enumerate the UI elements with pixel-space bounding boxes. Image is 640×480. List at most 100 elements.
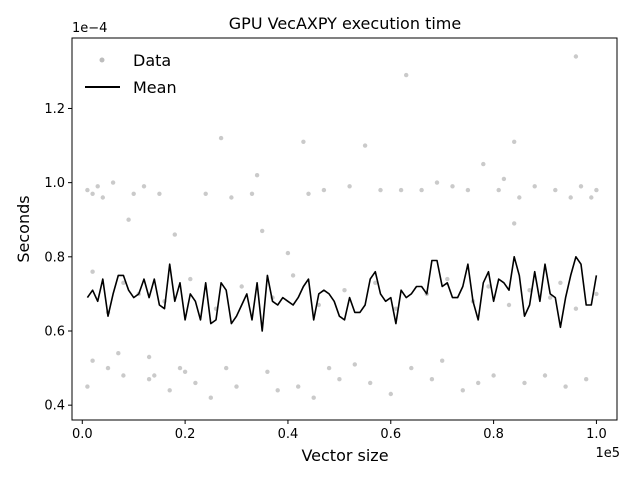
legend-mean-label: Mean [133, 78, 177, 97]
data-point [368, 380, 373, 386]
data-point [440, 358, 445, 363]
data-point [404, 72, 409, 78]
data-point [594, 291, 599, 297]
y-offset-text: 1e−4 [72, 21, 107, 36]
data-point [141, 184, 147, 189]
x-tick-label: 1.0 [586, 427, 607, 442]
data-point [522, 380, 527, 386]
data-point [146, 354, 152, 360]
data-point [326, 365, 332, 371]
data-point [476, 380, 481, 386]
data-point [188, 276, 193, 282]
data-point [172, 232, 177, 237]
data-point [90, 191, 95, 196]
data-point [316, 302, 321, 308]
data-point [594, 187, 599, 193]
data-point [558, 280, 563, 285]
data-point [532, 184, 537, 189]
data-point [290, 273, 296, 278]
data-point [177, 365, 183, 371]
data-point [445, 276, 450, 282]
data-point [131, 191, 136, 196]
data-point [218, 135, 224, 141]
x-axis-label: Vector size [301, 446, 388, 465]
data-point [121, 373, 126, 378]
x-offset-text: 1e5 [595, 446, 620, 461]
x-tick-label: 0.0 [72, 427, 93, 442]
data-point [306, 191, 311, 196]
data-point [121, 280, 126, 285]
data-point [301, 139, 306, 144]
data-point [542, 373, 548, 378]
data-point [398, 187, 404, 193]
plot-area [85, 54, 599, 400]
data-point [100, 195, 106, 200]
data-point [517, 195, 522, 200]
data-point [409, 365, 414, 371]
data-point [342, 288, 347, 293]
data-point [203, 191, 208, 196]
data-point [434, 180, 440, 185]
data-point [429, 377, 435, 382]
data-point [378, 187, 383, 193]
data-point [182, 369, 188, 374]
data-point [573, 54, 579, 59]
data-point [563, 384, 568, 389]
data-point [573, 306, 579, 311]
data-point [321, 187, 327, 193]
data-point [146, 377, 152, 382]
data-point [548, 295, 553, 300]
data-point [512, 139, 517, 144]
data-point [229, 195, 234, 200]
y-axis: 0.4 0.6 0.8 1.0 1.2 [44, 102, 72, 414]
x-tick-label: 0.6 [380, 427, 401, 442]
data-point [553, 187, 558, 193]
y-axis-label: Seconds [14, 195, 33, 262]
data-point [460, 388, 465, 393]
data-point [95, 184, 100, 189]
data-point [373, 280, 378, 285]
data-point [311, 395, 316, 400]
data-point [110, 180, 116, 185]
data-point [578, 184, 584, 189]
x-tick-label: 0.2 [175, 427, 196, 442]
data-point [260, 228, 265, 234]
data-point [506, 302, 512, 308]
data-point [208, 395, 213, 400]
data-point [85, 187, 90, 193]
data-point [285, 250, 291, 256]
data-point [419, 187, 424, 193]
data-point [157, 191, 162, 196]
data-point [265, 369, 270, 374]
y-tick-label: 1.0 [44, 176, 65, 191]
x-axis: 0.0 0.2 0.4 0.6 0.8 1.0 [72, 420, 607, 442]
data-point [347, 184, 352, 189]
data-point [85, 384, 90, 389]
data-point [568, 195, 573, 200]
legend: Data Mean [85, 51, 177, 97]
legend-data-marker [99, 57, 105, 63]
data-point [393, 306, 399, 311]
data-point [512, 221, 517, 226]
data-point [105, 365, 111, 371]
data-point [234, 384, 239, 389]
legend-data-label: Data [133, 51, 171, 70]
data-point [496, 187, 501, 193]
data-point [275, 388, 280, 393]
mean-line [86, 255, 598, 332]
data-point [116, 351, 121, 356]
data-point [90, 269, 95, 274]
data-point [501, 176, 507, 182]
x-tick-label: 0.8 [483, 427, 504, 442]
axes-frame [71, 37, 618, 421]
data-point [527, 288, 532, 293]
data-point [167, 388, 172, 393]
data-point [152, 373, 157, 378]
data-point [224, 365, 229, 371]
data-point [193, 380, 198, 386]
data-point [491, 373, 496, 378]
data-point [450, 184, 455, 189]
data-point [296, 384, 301, 389]
